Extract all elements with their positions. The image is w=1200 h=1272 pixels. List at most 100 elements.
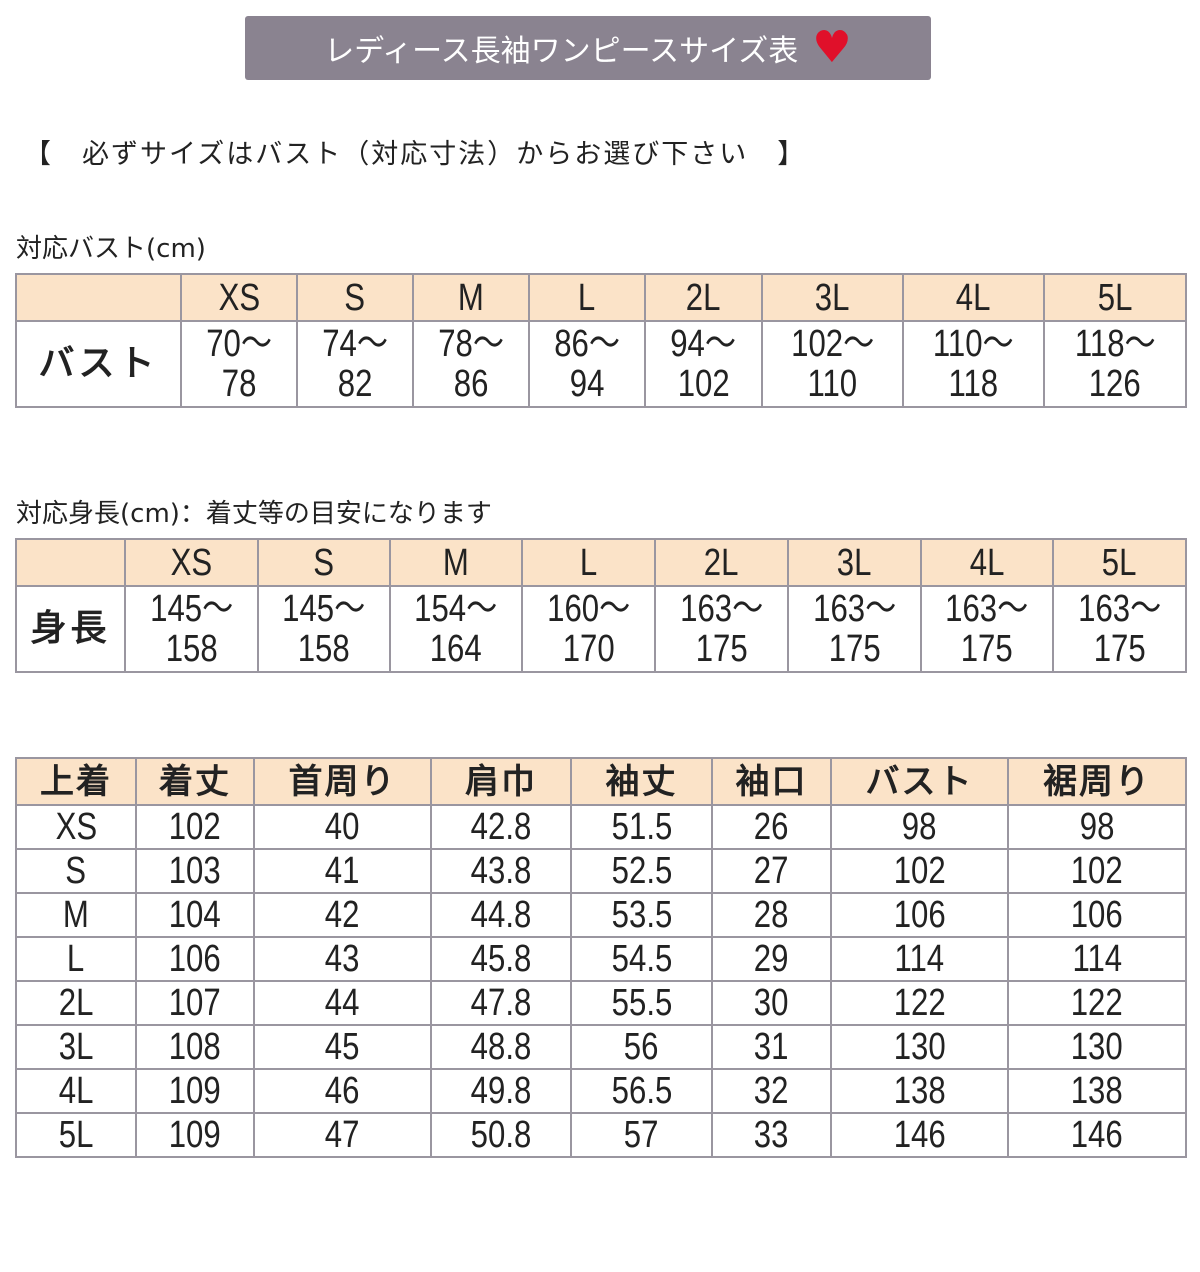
cell-value: 55.5	[611, 982, 672, 1024]
row-label: バスト	[15, 320, 182, 408]
range-from: 102～	[790, 323, 875, 365]
size-label: 3L	[837, 541, 872, 584]
table-cell: 26	[711, 804, 832, 850]
column-header: 首周り	[253, 757, 432, 806]
range-to: 110	[807, 363, 858, 405]
range-to: 158	[298, 628, 350, 670]
size-header: XS	[180, 273, 298, 322]
range-from: 70～	[206, 323, 272, 365]
table-cell: 52.5	[570, 848, 713, 894]
table-cell: 98	[830, 804, 1009, 850]
size-note: 【 必ずサイズはバスト（対応寸法）からお選び下さい 】	[24, 139, 807, 170]
range-to: 175	[961, 628, 1013, 670]
range-from: 160～	[546, 588, 631, 630]
cell-value: 45	[325, 1026, 360, 1068]
cell-value: 28	[754, 894, 789, 936]
table-cell: 53.5	[570, 892, 713, 938]
range-from: 145～	[149, 588, 234, 630]
cell-value: 138	[1071, 1070, 1123, 1112]
cell-value: 102	[893, 850, 946, 892]
column-header: 着丈	[135, 757, 255, 806]
column-header: 肩巾	[430, 757, 572, 806]
cell-value: 27	[754, 850, 789, 892]
table-cell: 40	[253, 804, 432, 850]
range-to: 78	[221, 363, 257, 405]
table-cell: 29	[711, 936, 832, 982]
table-cell: 103	[135, 848, 255, 894]
range-to: 86	[453, 363, 489, 405]
range-to: 175	[1093, 628, 1146, 670]
cell-value: 102	[169, 806, 221, 848]
size-header: 2L	[654, 538, 789, 587]
cell-value: XS	[55, 806, 97, 848]
range-cell: 86～ 94	[528, 320, 646, 408]
table-cell: 102	[1007, 848, 1187, 894]
size-label: 2L	[704, 541, 739, 584]
table-cell: 104	[135, 892, 255, 938]
range-from: 163～	[1077, 588, 1162, 630]
cell-value: 47	[325, 1114, 360, 1156]
cell-value: 98	[1079, 806, 1115, 848]
height-caption: 対応身長(cm)：着丈等の目安になります	[16, 499, 492, 529]
header-blank	[15, 538, 126, 587]
table-cell: 146	[1007, 1112, 1187, 1158]
table-cell: S	[15, 848, 137, 894]
table-cell: 57	[570, 1112, 713, 1158]
cell-value: 4L	[58, 1070, 94, 1112]
table-cell: 44	[253, 980, 432, 1026]
cell-value: 42.8	[470, 806, 532, 848]
range-to: 170	[562, 628, 615, 670]
heart-icon: ♥	[812, 22, 852, 73]
table-cell: XS	[15, 804, 137, 850]
column-header: バスト	[830, 757, 1009, 806]
range-from: 163～	[945, 588, 1029, 630]
cell-value: 114	[1072, 938, 1122, 980]
range-to: 118	[948, 363, 999, 405]
column-header: 上着	[15, 757, 137, 806]
cell-value: 53.5	[611, 894, 672, 936]
range-cell: 70～ 78	[180, 320, 298, 408]
height-table: XS S M L 2L 3L 4L 5L 身長 145～ 158 145～ 158 154～ 164 160…	[15, 538, 1187, 673]
table-cell: 106	[830, 892, 1009, 938]
size-label: XS	[218, 276, 260, 319]
cell-value: 5L	[58, 1114, 94, 1156]
cell-value: 130	[893, 1026, 946, 1068]
table-cell: 122	[1007, 980, 1187, 1026]
table-cell: 106	[135, 936, 255, 982]
table-row: XS 102 40 42.8 51.5 26 98 98	[15, 804, 1187, 850]
title-text: レディース長袖ワンピースサイズ表	[324, 34, 799, 69]
header-blank	[15, 273, 182, 322]
range-cell: 110～ 118	[902, 320, 1045, 408]
cell-value: 102	[1071, 850, 1123, 892]
cell-value: 43.8	[470, 850, 532, 892]
table-row: S 103 41 43.8 52.5 27 102 102	[15, 848, 1187, 894]
table-cell: 102	[830, 848, 1009, 894]
table-cell: 30	[711, 980, 832, 1026]
cell-value: 50.8	[470, 1114, 532, 1156]
cell-value: 106	[893, 894, 946, 936]
range-from: 163～	[812, 588, 897, 630]
cell-value: 109	[169, 1070, 221, 1112]
table-cell: 3L	[15, 1024, 137, 1070]
range-cell: 154～ 164	[389, 585, 523, 673]
table-cell: 5L	[15, 1112, 137, 1158]
table-cell: 43	[253, 936, 432, 982]
table-row: 5L 109 47 50.8 57 33 146 146	[15, 1112, 1187, 1158]
range-cell: 160～ 170	[521, 585, 656, 673]
size-label: 2L	[686, 276, 721, 319]
table-cell: 46	[253, 1068, 432, 1114]
range-cell: 163～ 175	[920, 585, 1054, 673]
size-label: L	[578, 276, 596, 319]
bust-table: XS S M L 2L 3L 4L 5L バスト 70～ 78 74～ 82 78～ 86 86～ 94 94～…	[15, 273, 1187, 408]
header-row: 上着 着丈 首周り 肩巾 袖丈 袖口 バスト 裾周り	[15, 757, 1187, 806]
cell-value: 45.8	[470, 938, 532, 980]
range-from: 86～	[554, 323, 620, 365]
column-header: 裾周り	[1007, 757, 1187, 806]
table-cell: 130	[1007, 1024, 1187, 1070]
range-cell: 163～ 175	[787, 585, 922, 673]
cell-value: 41	[325, 850, 360, 892]
cell-value: 44.8	[470, 894, 532, 936]
cell-value: 98	[902, 806, 937, 848]
cell-value: 2L	[58, 982, 94, 1024]
size-header: 2L	[644, 273, 763, 322]
